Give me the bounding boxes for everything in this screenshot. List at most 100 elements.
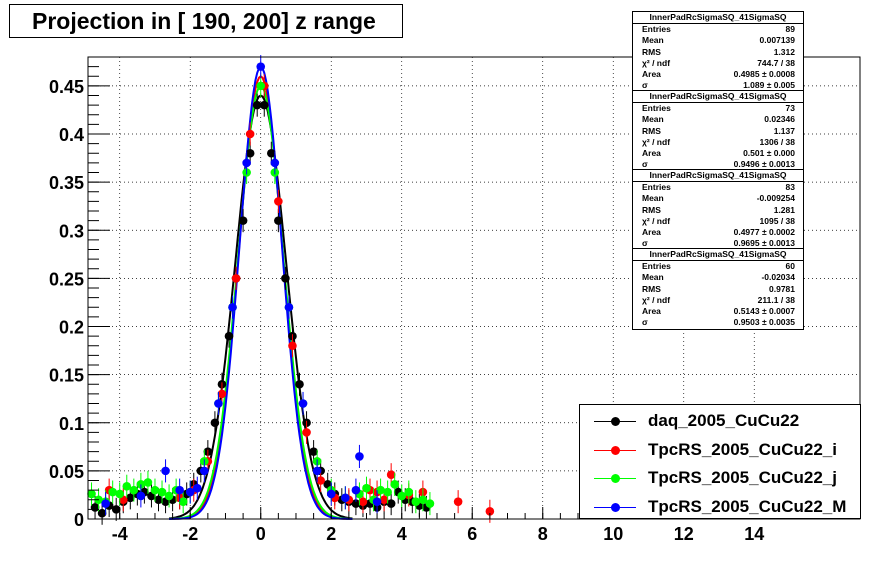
data-point: [147, 491, 156, 501]
stats-box: InnerPadRcSigmaSQ_41SigmaSQ Entries 83 Mean…: [632, 169, 804, 251]
stats-value: -0.02034: [761, 272, 795, 283]
stats-label: χ² / ndf: [642, 57, 671, 68]
data-point: [256, 81, 266, 91]
stats-row: Entries 89: [633, 24, 803, 35]
x-tick-label: 10: [603, 524, 623, 544]
stats-box-title: InnerPadRcSigmaSQ_41SigmaSQ: [633, 91, 803, 103]
stats-value: 1.281: [773, 204, 795, 215]
stats-row: Area 0.5143 ± 0.0007: [633, 306, 803, 317]
data-point: [312, 466, 322, 476]
stats-label: Area: [642, 69, 661, 80]
data-point: [288, 331, 297, 341]
data-point: [379, 495, 389, 505]
data-point: [418, 487, 428, 497]
stats-value: 1095 / 38: [759, 215, 795, 226]
stats-label: RMS: [642, 46, 661, 57]
data-point: [326, 485, 336, 495]
stats-label: Mean: [642, 193, 664, 204]
data-point: [362, 483, 371, 493]
data-point: [376, 485, 385, 495]
data-point: [175, 493, 184, 503]
stats-value: 1.312: [773, 46, 795, 57]
data-point: [365, 485, 375, 495]
stats-value: -0.009254: [756, 193, 795, 204]
fit-curve: [169, 65, 353, 520]
data-point: [104, 501, 114, 510]
data-point: [358, 497, 368, 506]
stats-label: σ: [642, 317, 648, 328]
legend-marker: [611, 417, 620, 426]
stats-box-title: InnerPadRcSigmaSQ_41SigmaSQ: [633, 170, 803, 182]
data-point: [231, 274, 241, 283]
stats-row: RMS 1.312: [633, 47, 803, 58]
x-tick-label: 6: [467, 524, 477, 544]
data-point: [101, 497, 110, 506]
data-point: [372, 503, 382, 512]
data-point: [302, 418, 311, 428]
data-point: [284, 302, 294, 312]
stats-box-title: InnerPadRcSigmaSQ_41SigmaSQ: [633, 12, 803, 24]
data-point: [256, 62, 266, 71]
stats-label: Entries: [642, 103, 671, 113]
data-point: [196, 466, 206, 476]
data-point: [224, 331, 234, 341]
data-point: [133, 489, 142, 499]
stats-label: Mean: [642, 272, 664, 283]
y-tick-label: 0.35: [49, 173, 84, 193]
data-point: [214, 399, 223, 408]
data-point: [390, 480, 399, 489]
data-point: [175, 493, 184, 503]
fit-curve: [169, 75, 353, 520]
data-point: [309, 447, 318, 456]
data-point: [379, 497, 389, 506]
stats-value: 60: [785, 261, 795, 271]
data-point: [161, 497, 170, 506]
y-tick-label: 0.05: [49, 462, 84, 482]
stats-value: 0.4977 ± 0.0002: [733, 227, 795, 238]
data-point: [115, 489, 125, 499]
stats-row: σ 0.9695 ± 0.0013: [633, 238, 803, 249]
stats-label: σ: [642, 80, 648, 91]
data-point: [242, 158, 251, 168]
stats-row: Entries 60: [633, 261, 803, 272]
data-point: [185, 487, 195, 497]
data-point: [203, 456, 213, 466]
data-point: [298, 399, 308, 408]
legend-label: TpcRS_2005_CuCu22_j: [648, 468, 837, 487]
x-tick-label: 8: [538, 524, 548, 544]
data-point: [351, 499, 361, 508]
legend-entry: TpcRS_2005_CuCu22_M: [580, 493, 860, 521]
data-point: [126, 493, 135, 503]
stats-label: Entries: [642, 24, 671, 34]
data-point: [365, 499, 375, 508]
stats-label: χ² / ndf: [642, 215, 671, 226]
data-point: [372, 487, 382, 497]
data-point: [386, 470, 396, 480]
data-point: [358, 501, 368, 510]
stats-label: RMS: [642, 283, 661, 294]
stats-box: InnerPadRcSigmaSQ_41SigmaSQ Entries 89 Mean…: [632, 11, 804, 93]
stats-value: 0.9781: [769, 283, 795, 294]
x-tick-label: -4: [112, 524, 128, 544]
data-point: [87, 489, 96, 499]
data-point: [210, 418, 220, 428]
data-point: [284, 302, 294, 312]
data-point: [267, 148, 276, 158]
data-point: [369, 495, 378, 505]
stats-label: Mean: [642, 114, 664, 125]
data-point: [337, 495, 347, 505]
stats-row: χ² / ndf 1306 / 38: [633, 137, 803, 148]
data-point: [228, 302, 237, 312]
stats-row: Mean -0.009254: [633, 193, 803, 204]
data-point: [129, 485, 139, 495]
stats-row: Mean 0.007139: [633, 35, 803, 46]
x-tick-label: 0: [256, 524, 266, 544]
data-point: [171, 485, 181, 495]
stats-value: 0.4985 ± 0.0008: [733, 69, 795, 80]
data-point: [217, 379, 227, 389]
data-point: [189, 480, 199, 489]
data-point: [298, 399, 308, 408]
stats-label: RMS: [642, 204, 661, 215]
data-point: [302, 428, 311, 437]
stats-row: σ 0.9496 ± 0.0013: [633, 159, 803, 170]
